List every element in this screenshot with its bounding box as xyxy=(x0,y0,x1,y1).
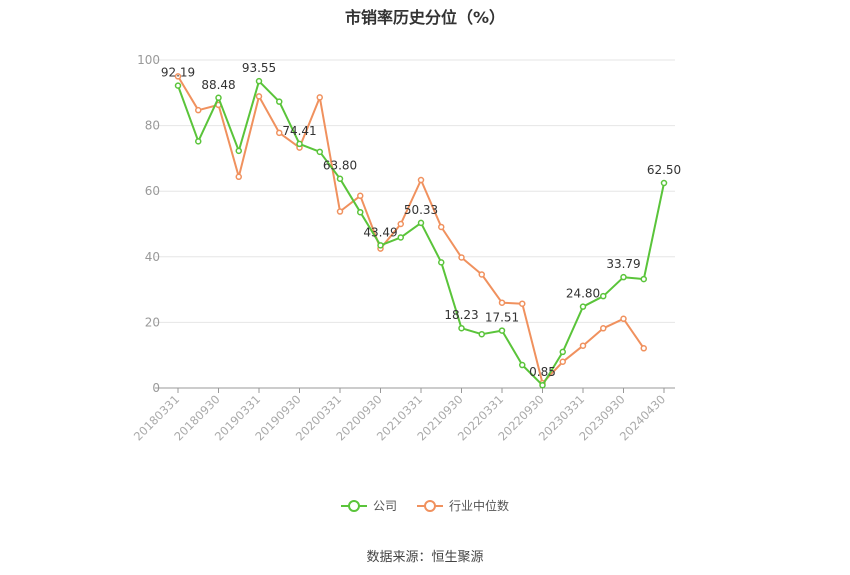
legend-swatch-company xyxy=(340,499,367,513)
data-point-company xyxy=(296,140,303,148)
data-point-company xyxy=(519,361,526,369)
chart-title: 市销率历史分位（%） xyxy=(344,8,506,27)
data-label: 93.55 xyxy=(242,61,276,75)
data-point-company xyxy=(600,292,607,300)
data-point-industry-median xyxy=(438,223,445,231)
data-label: 92.19 xyxy=(161,66,195,80)
data-point-company xyxy=(539,381,546,389)
y-tick-label: 100 xyxy=(137,53,160,67)
data-point-industry-median xyxy=(600,325,607,332)
legend-item-company[interactable]: 公司 xyxy=(340,497,397,514)
data-point-company xyxy=(417,219,425,227)
legend: 公司 行业中位数 xyxy=(0,497,850,514)
data-point-industry-median xyxy=(620,315,627,323)
data-point-company xyxy=(397,234,404,241)
data-point-company xyxy=(255,77,263,85)
data-label: 0.85 xyxy=(529,365,556,379)
legend-swatch-industry-median xyxy=(417,499,443,513)
data-point-industry-median xyxy=(498,299,506,306)
data-point-company xyxy=(235,147,242,155)
data-source-note: 数据来源：恒生聚源 xyxy=(366,550,484,565)
data-point-company xyxy=(478,330,485,338)
data-point-industry-median xyxy=(519,300,526,307)
y-tick-label: 40 xyxy=(145,250,160,264)
data-point-industry-median xyxy=(174,73,182,80)
y-tick-label: 20 xyxy=(145,315,160,329)
data-point-industry-median xyxy=(195,106,202,114)
data-point-company xyxy=(660,179,668,187)
data-point-industry-median xyxy=(397,220,404,228)
data-point-company xyxy=(316,148,323,156)
data-label: 33.79 xyxy=(606,257,640,271)
data-label: 50.33 xyxy=(404,203,438,217)
data-point-company xyxy=(498,327,506,334)
legend-label-industry-median: 行业中位数 xyxy=(449,499,510,513)
y-tick-label: 80 xyxy=(145,119,160,133)
data-point-industry-median xyxy=(417,176,425,184)
data-point-industry-median xyxy=(640,345,647,352)
data-point-industry-median xyxy=(559,358,566,366)
data-point-company xyxy=(620,273,627,281)
data-point-company xyxy=(640,275,647,283)
data-point-industry-median xyxy=(357,192,364,200)
y-tick-label: 60 xyxy=(145,184,160,198)
data-point-company xyxy=(377,242,384,249)
data-point-company xyxy=(276,98,283,105)
data-point-industry-median xyxy=(458,254,465,261)
data-label: 62.50 xyxy=(647,163,681,177)
data-point-industry-median xyxy=(316,94,323,101)
legend-item-industry-median[interactable]: 行业中位数 xyxy=(417,497,509,514)
data-point-company xyxy=(559,348,566,356)
data-point-company xyxy=(174,82,182,89)
data-point-company xyxy=(579,303,587,310)
data-label: 63.80 xyxy=(323,159,357,173)
data-point-industry-median xyxy=(235,173,242,181)
data-point-industry-median xyxy=(255,93,263,100)
data-label: 43.49 xyxy=(363,225,397,239)
series-line-industry-median xyxy=(177,75,645,385)
data-label: 24.80 xyxy=(566,287,600,301)
data-label: 18.23 xyxy=(444,308,478,322)
data-label: 17.51 xyxy=(485,311,519,325)
data-point-company xyxy=(336,175,344,182)
data-point-industry-median xyxy=(336,208,344,215)
legend-label-company: 公司 xyxy=(372,499,397,513)
data-point-industry-median xyxy=(276,129,283,137)
data-point-industry-median xyxy=(478,271,485,278)
data-label: 88.48 xyxy=(201,78,235,92)
data-point-company xyxy=(195,138,202,145)
data-point-company xyxy=(215,94,222,102)
data-point-company xyxy=(438,259,445,266)
data-point-company xyxy=(458,324,465,332)
data-point-industry-median xyxy=(579,342,587,349)
data-label: 74.41 xyxy=(282,124,316,138)
data-point-company xyxy=(357,208,364,216)
